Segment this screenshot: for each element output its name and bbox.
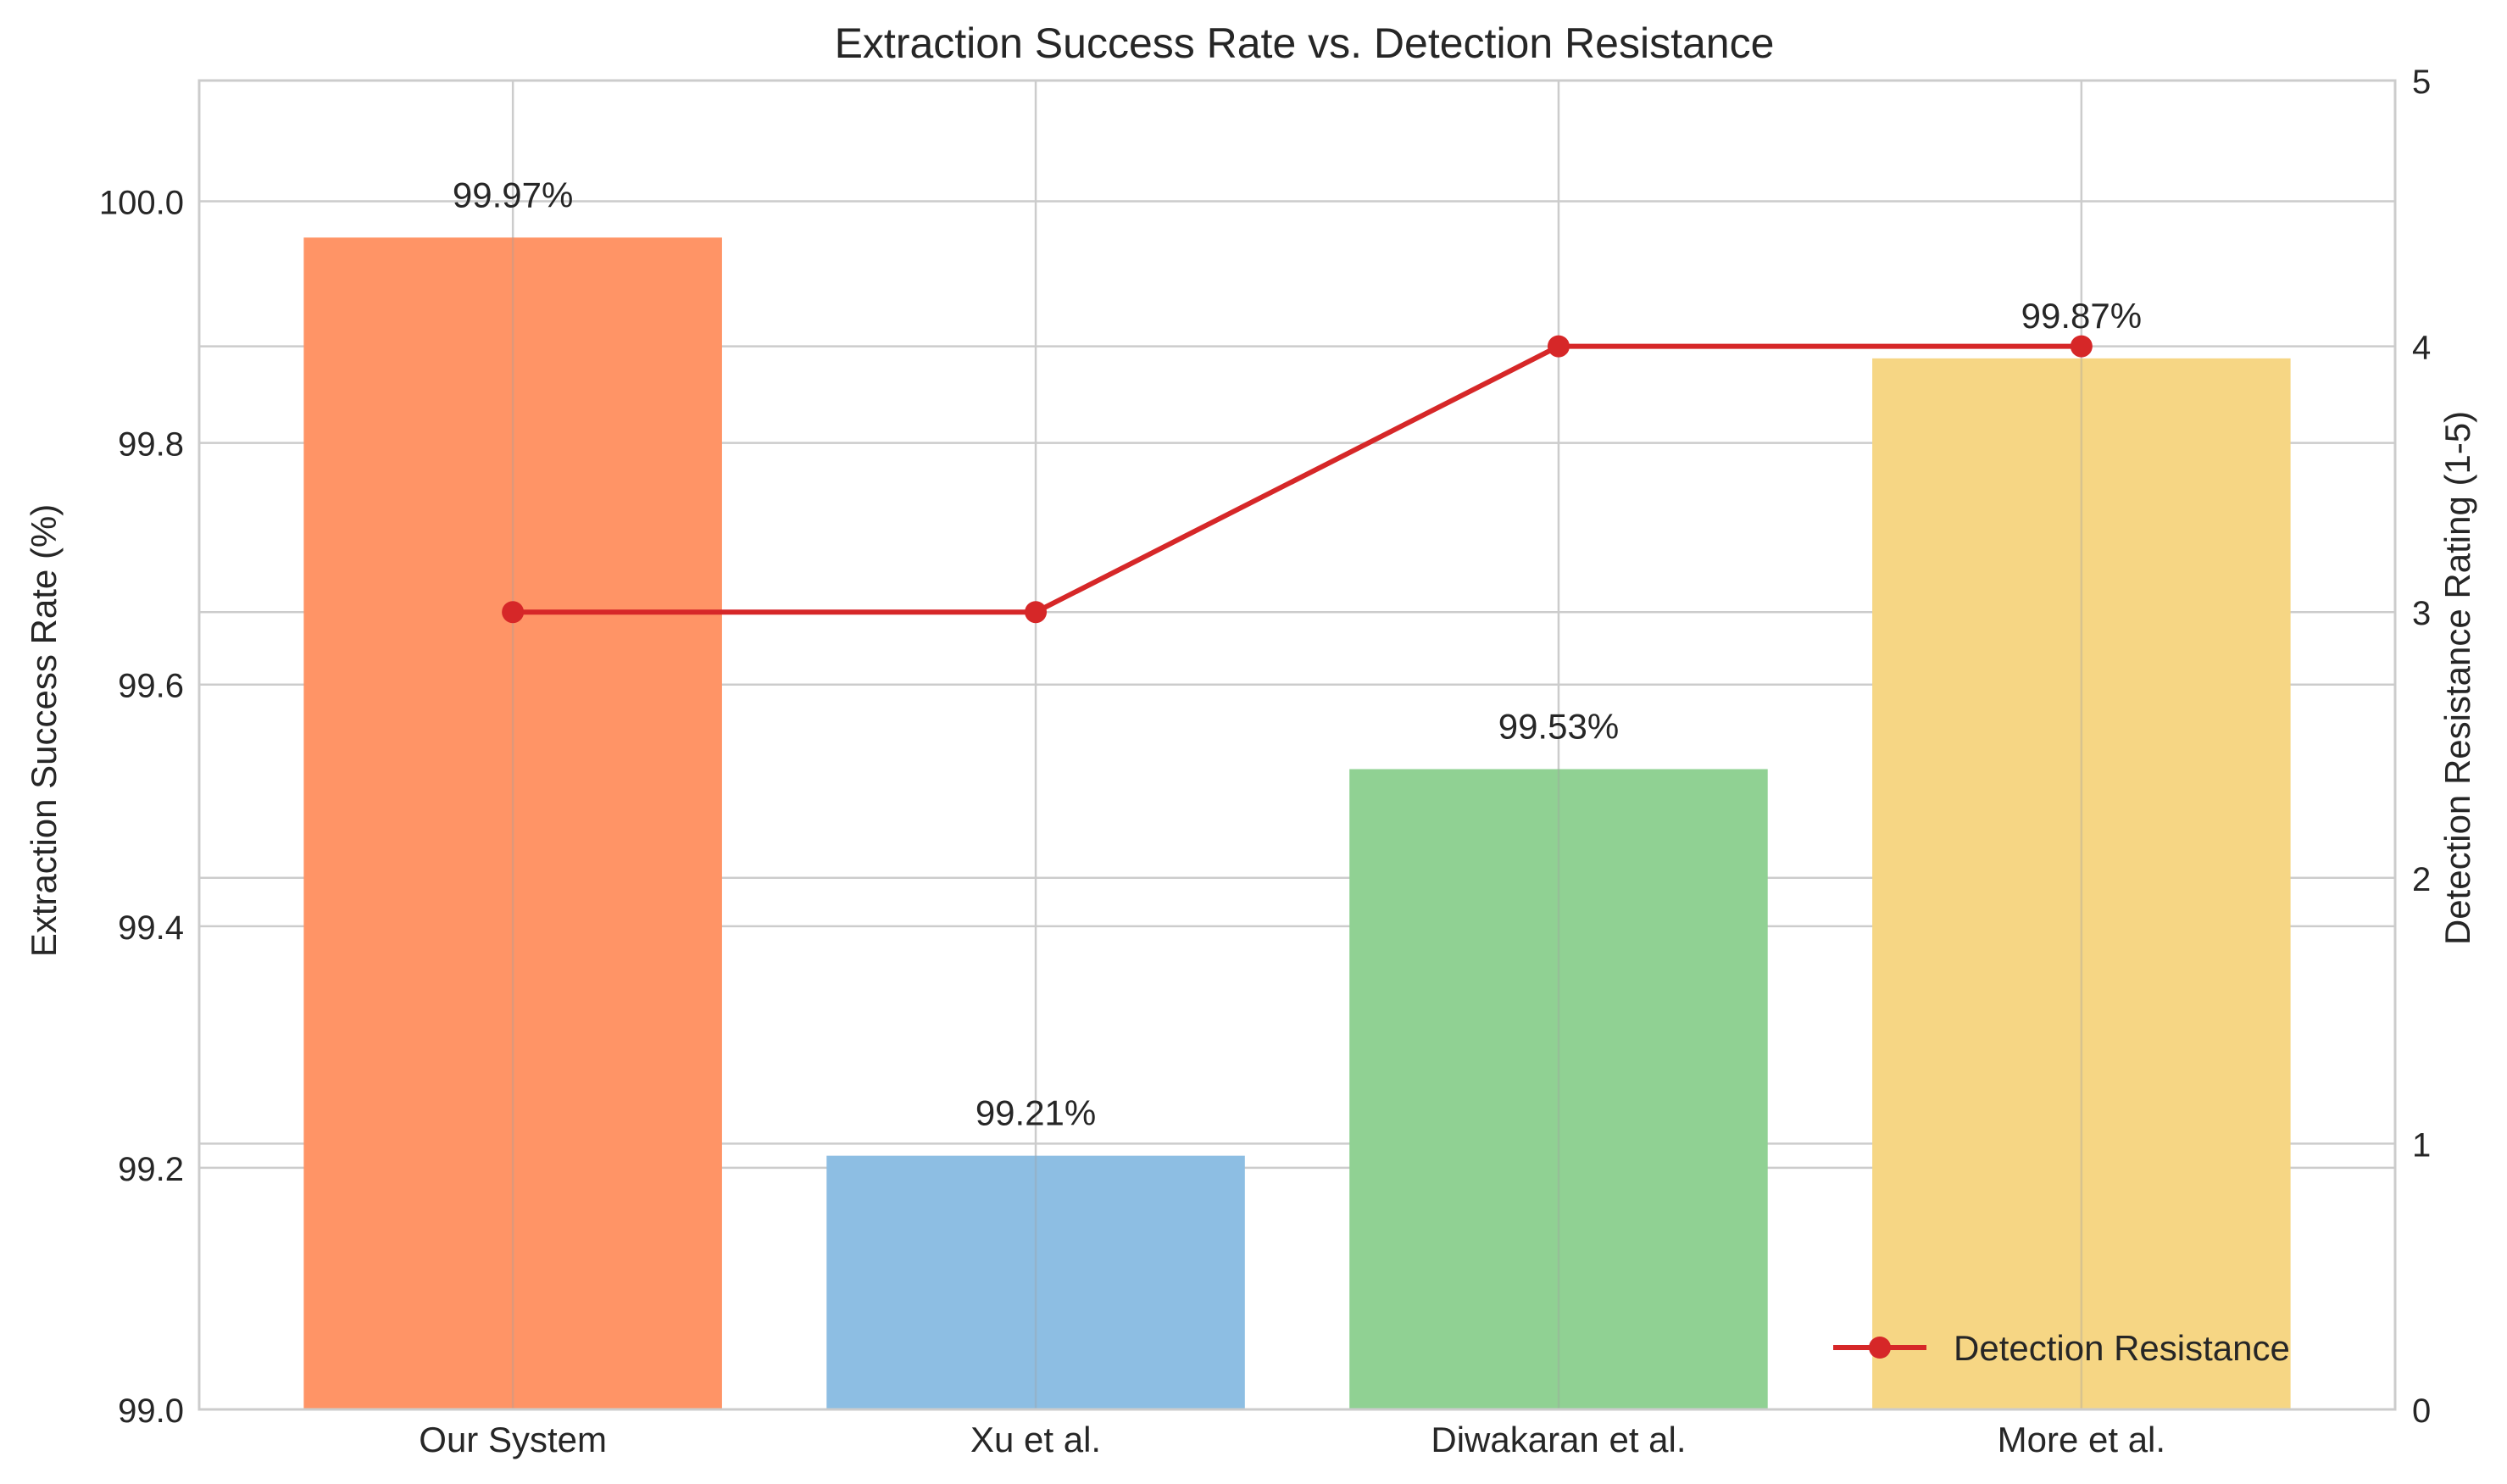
legend-label: Detection Resistance bbox=[1954, 1328, 2290, 1368]
y-tick-right-label: 2 bbox=[2412, 861, 2431, 898]
line-series-point bbox=[502, 601, 525, 624]
y-tick-left-label: 99.0 bbox=[118, 1392, 184, 1430]
y-tick-right-label: 3 bbox=[2412, 595, 2431, 632]
y-tick-right-label: 4 bbox=[2412, 330, 2431, 367]
line-series-point bbox=[2070, 335, 2093, 358]
bar-value-label: 99.21% bbox=[976, 1093, 1096, 1133]
legend: Detection Resistance bbox=[1833, 1328, 2290, 1368]
plot-frame bbox=[197, 79, 2397, 1411]
y-tick-left-label: 100.0 bbox=[99, 185, 184, 222]
bar bbox=[826, 1155, 1245, 1409]
chart-title: Extraction Success Rate vs. Detection Re… bbox=[835, 19, 1775, 67]
legend-point-marker bbox=[1869, 1337, 1891, 1359]
bars bbox=[303, 237, 2291, 1410]
x-tick-label: Diwakaran et al. bbox=[1431, 1420, 1686, 1459]
y-tick-left-label: 99.2 bbox=[118, 1151, 184, 1188]
line-series-path bbox=[513, 343, 2082, 615]
bar-value-label: 99.53% bbox=[1498, 707, 1619, 747]
bar bbox=[1872, 358, 2291, 1410]
axes bbox=[197, 79, 2397, 1411]
y-tick-right-label: 1 bbox=[2412, 1126, 2431, 1164]
y-tick-right-label: 0 bbox=[2412, 1392, 2431, 1430]
x-tick-label: More et al. bbox=[1998, 1420, 2165, 1459]
y-tick-left-label: 99.6 bbox=[118, 668, 184, 705]
bar-labels: 99.97% 99.21% 99.53% 99.87% bbox=[453, 175, 2142, 1132]
ticks: 99.0 99.2 99.4 99.6 99.8 100.0 0 1 2 3 4 5 Our Syste… bbox=[99, 64, 2431, 1459]
line-series-point bbox=[1025, 601, 1048, 624]
y-axis-right-label: Detection Resistance Rating (1-5) bbox=[2438, 411, 2477, 945]
y-tick-left-label: 99.8 bbox=[118, 426, 184, 464]
x-tick-label: Our System bbox=[419, 1420, 607, 1459]
y-axis-left-label: Extraction Success Rate (%) bbox=[24, 504, 64, 958]
bar-value-label: 99.97% bbox=[453, 175, 573, 214]
bar bbox=[1349, 769, 1768, 1409]
y-tick-right-label: 5 bbox=[2412, 64, 2431, 101]
x-tick-label: Xu et al. bbox=[970, 1420, 1101, 1459]
bar bbox=[303, 237, 722, 1409]
y-tick-left-label: 99.4 bbox=[118, 909, 184, 947]
line-series bbox=[502, 335, 2093, 624]
bar-value-label: 99.87% bbox=[2021, 296, 2142, 336]
line-series-point bbox=[1547, 335, 1570, 358]
